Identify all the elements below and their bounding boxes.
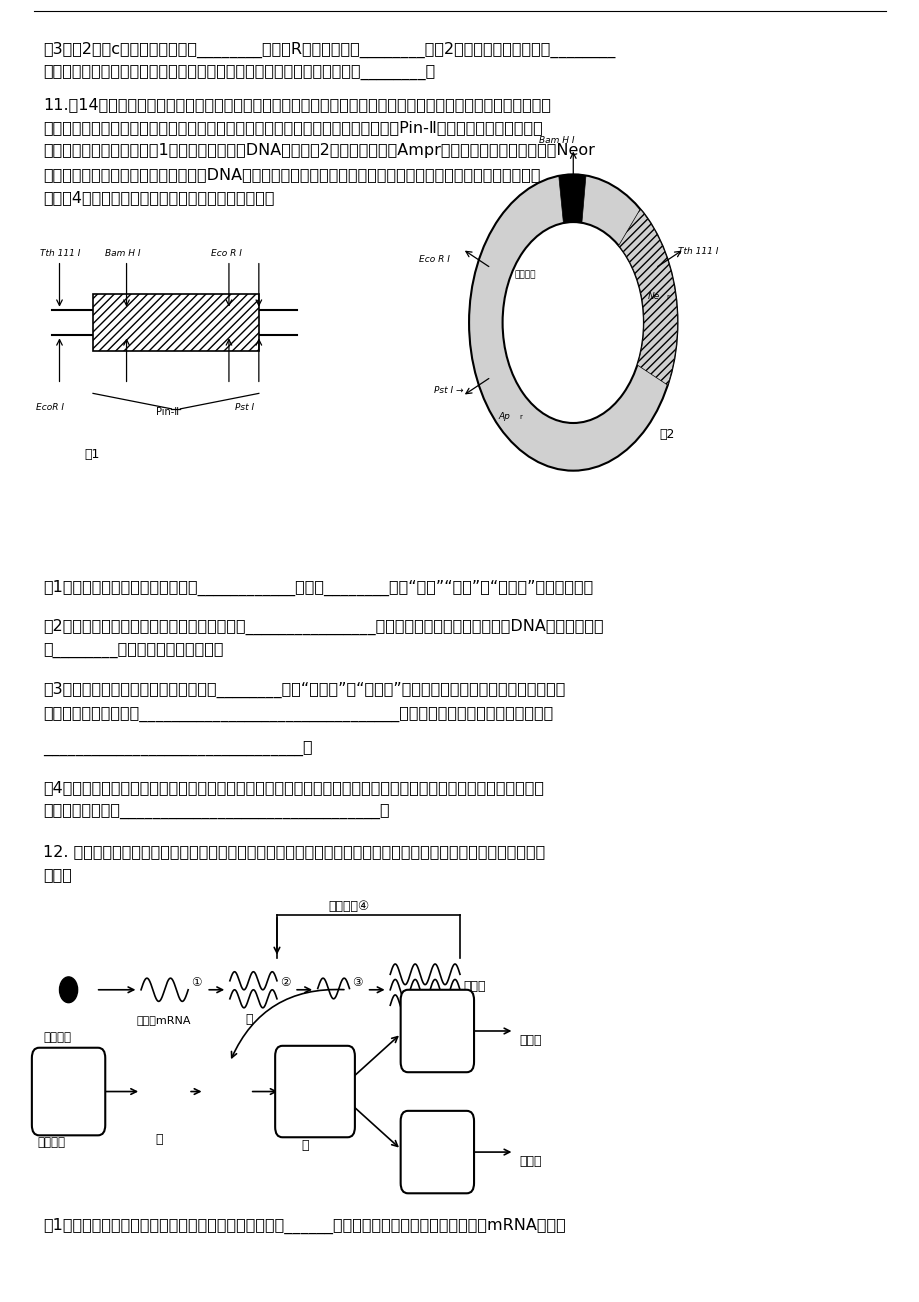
Text: 甲: 甲 bbox=[245, 1013, 253, 1026]
Text: 干扰素: 干扰素 bbox=[518, 1034, 540, 1047]
Text: 选用这种叶片的理由是________________________________。成功导入重组质粒的细胞会表现为: 选用这种叶片的理由是______________________________… bbox=[43, 707, 553, 721]
Text: 人体细胞: 人体细胞 bbox=[43, 1031, 71, 1044]
Text: 表示新霉素抗性基因，复制原点是质粒DNA复制的起点，使其能在受体细胞中存在和遗传。箭头表示识别序列完全: 表示新霉素抗性基因，复制原点是质粒DNA复制的起点，使其能在受体细胞中存在和遗传… bbox=[43, 167, 540, 182]
Text: Tth 111 I: Tth 111 I bbox=[40, 249, 80, 258]
Circle shape bbox=[437, 1016, 459, 1047]
Text: 乙: 乙 bbox=[155, 1133, 163, 1146]
Circle shape bbox=[437, 1137, 459, 1168]
FancyBboxPatch shape bbox=[400, 1111, 473, 1194]
Text: （1）大肠杆菌常被作为基因工程的受体细胞，因其具有______特点。在人体淡巴细胞中获得干扰素mRNA后，经: （1）大肠杆菌常被作为基因工程的受体细胞，因其具有______特点。在人体淡巴细… bbox=[43, 1217, 565, 1234]
Text: 在________的作用下形成重组质粒。: 在________的作用下形成重组质粒。 bbox=[43, 643, 223, 659]
Text: ①: ① bbox=[190, 976, 201, 990]
Circle shape bbox=[502, 223, 643, 423]
Text: （3）用农杆菌感染时，应优先选用菊花________（填“受伤的”或“完好的”）叶片与含重组质粒的农杆菌共培养，: （3）用农杆菌感染时，应优先选用菊花________（填“受伤的”或“完好的”）… bbox=[43, 682, 565, 698]
Text: 片细胞的不同点：________________________________。: 片细胞的不同点：________________________________… bbox=[43, 805, 390, 819]
Text: 而引起相应的生物学效应，如促进生殖器官的生长发育和生殖细胞的形成和________。: 而引起相应的生物学效应，如促进生殖器官的生长发育和生殖细胞的形成和_______… bbox=[43, 65, 435, 81]
Text: （4）用转基因菊花叶片喂养某种菊花害虫，发现害虫死亡率显著增加。试从分子水平写出转基因和非转基因菊花的叶: （4）用转基因菊花叶片喂养某种菊花害虫，发现害虫死亡率显著增加。试从分子水平写出… bbox=[43, 780, 544, 794]
Text: 大肠杆菌: 大肠杆菌 bbox=[38, 1135, 65, 1148]
Text: 重复进行④: 重复进行④ bbox=[328, 900, 369, 913]
Circle shape bbox=[46, 957, 91, 1022]
Text: Eco R I: Eco R I bbox=[418, 255, 448, 264]
Circle shape bbox=[313, 1073, 341, 1111]
Text: 昆虫的代谢，引起昆虫死亡，但对人体无害。科学家将马陵薯胰蛋白酶抑制剂基因（Pin-Ⅱ）通过农杆菌导入菊花细: 昆虫的代谢，引起昆虫死亡，但对人体无害。科学家将马陵薯胰蛋白酶抑制剂基因（Pin… bbox=[43, 120, 542, 135]
Text: 图2: 图2 bbox=[659, 428, 674, 441]
Circle shape bbox=[68, 1074, 91, 1108]
Bar bbox=[93, 294, 258, 350]
FancyBboxPatch shape bbox=[32, 1048, 105, 1135]
Text: ②: ② bbox=[279, 976, 289, 990]
FancyBboxPatch shape bbox=[275, 1046, 355, 1137]
Wedge shape bbox=[618, 210, 676, 385]
Text: EcoR I: EcoR I bbox=[36, 404, 64, 413]
Text: （1）上述基因工程中，受体细胞是____________，属于________（填“动物”“植物”或“微生物”）基因工程。: （1）上述基因工程中，受体细胞是____________，属于________（… bbox=[43, 581, 593, 596]
Text: 图1: 图1 bbox=[84, 448, 99, 461]
Text: Eco R I: Eco R I bbox=[210, 249, 242, 258]
Circle shape bbox=[145, 1064, 186, 1120]
Text: Bam H I: Bam H I bbox=[105, 249, 141, 258]
Text: Pin-Ⅱ: Pin-Ⅱ bbox=[156, 408, 179, 417]
Text: Tth 111 I: Tth 111 I bbox=[677, 247, 718, 256]
Text: 丙: 丙 bbox=[301, 1139, 309, 1152]
Circle shape bbox=[469, 174, 676, 470]
Circle shape bbox=[60, 976, 77, 1003]
Text: Ne: Ne bbox=[647, 293, 659, 301]
Circle shape bbox=[208, 1064, 248, 1120]
Text: 12. 干扰素是一种淡巴因子，可用于治疗病毒感染和癌症。科学家利用大肠杆菌生产人体干扰素的操作过程如下，请: 12. 干扰素是一种淡巴因子，可用于治疗病毒感染和癌症。科学家利用大肠杆菌生产人… bbox=[43, 844, 545, 859]
Text: （2）为使目的基因与质粒高效重组，最好选用________________（限制酶）作用于含目的基因的DNA和质粒，然后: （2）为使目的基因与质粒高效重组，最好选用________________（限制… bbox=[43, 618, 603, 635]
Text: 干扰素mRNA: 干扰素mRNA bbox=[136, 1016, 191, 1025]
Text: 11.（14分）菊花很美，但其害虫较多，利用基因工程培育抗虫菊花是害虫防治的有效手段。胰蛋白酶抑制剂能干扰: 11.（14分）菊花很美，但其害虫较多，利用基因工程培育抗虫菊花是害虫防治的有效… bbox=[43, 98, 550, 112]
Text: 干扰素: 干扰素 bbox=[518, 1155, 540, 1168]
Text: 回答：: 回答： bbox=[43, 867, 72, 883]
Text: 复制原点: 复制原点 bbox=[514, 271, 535, 280]
Text: Pst I →: Pst I → bbox=[434, 385, 463, 395]
Text: （3）图2中，c进入细胞的方式是________，受体R的化学本质是________。图2说明性激素可通过影响________: （3）图2中，c进入细胞的方式是________，受体R的化学本质是______… bbox=[43, 42, 615, 57]
Text: Pst I: Pst I bbox=[235, 404, 255, 413]
Text: ③: ③ bbox=[352, 976, 362, 990]
Wedge shape bbox=[558, 174, 585, 223]
FancyBboxPatch shape bbox=[400, 990, 473, 1073]
Text: 不同的4种限制酶的酶切位点。请回答下列有关问题：: 不同的4种限制酶的酶切位点。请回答下列有关问题： bbox=[43, 190, 275, 204]
Text: 胞，培育成了抗虫菊花。图1表示含目的基因的DNA分子，图2表示质粒，图中Ampr表示氨苍青霉素抗性基因，Neor: 胞，培育成了抗虫菊花。图1表示含目的基因的DNA分子，图2表示质粒，图中Ampr… bbox=[43, 143, 595, 159]
Text: ________________________________。: ________________________________。 bbox=[43, 741, 312, 756]
Text: r: r bbox=[666, 294, 669, 301]
Text: 大量甲: 大量甲 bbox=[463, 980, 485, 992]
Text: r: r bbox=[518, 414, 521, 421]
Text: Bam H I: Bam H I bbox=[539, 137, 573, 146]
Text: Ap: Ap bbox=[498, 413, 510, 421]
